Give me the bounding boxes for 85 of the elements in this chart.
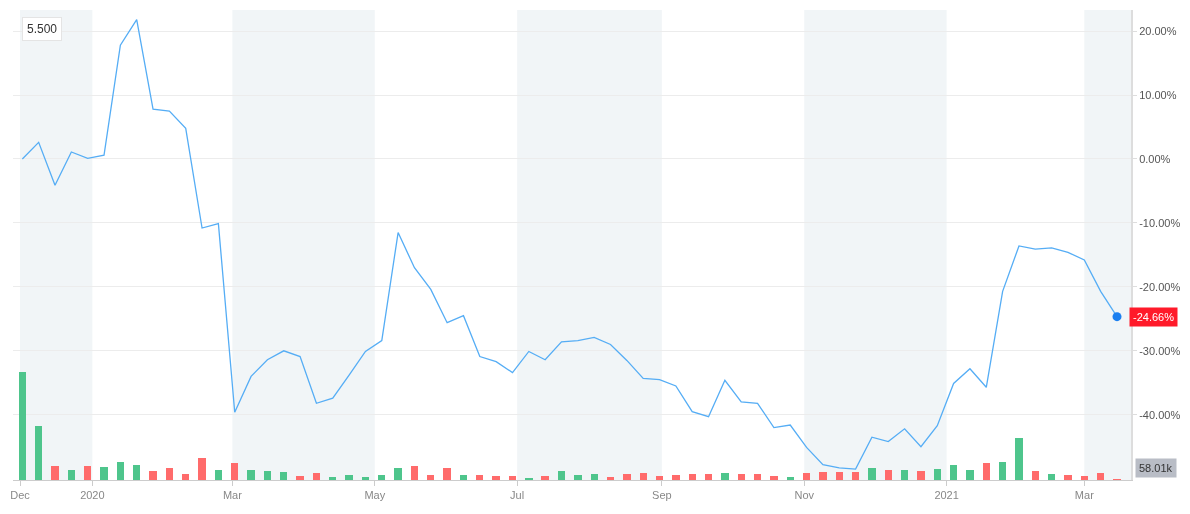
bar xyxy=(950,465,957,480)
bar xyxy=(296,476,304,480)
bar xyxy=(84,466,91,480)
bar xyxy=(836,472,843,480)
bar xyxy=(787,477,794,480)
bar xyxy=(983,463,990,480)
bar xyxy=(901,470,908,480)
x-tick-label: 2020 xyxy=(80,489,105,502)
bar xyxy=(198,458,206,480)
x-tick-label: Sep xyxy=(652,489,672,502)
y-tick-label: 10.00% xyxy=(1139,88,1177,101)
bar xyxy=(541,476,549,480)
bar xyxy=(509,476,516,480)
y-tick-label: -20.00% xyxy=(1139,280,1181,293)
bar xyxy=(492,476,500,480)
bar xyxy=(672,475,680,480)
bar xyxy=(1015,438,1023,480)
bar xyxy=(231,463,238,480)
bar xyxy=(852,472,859,480)
x-tick-label: Nov xyxy=(794,489,815,502)
bar xyxy=(1064,475,1072,480)
bar xyxy=(591,474,598,480)
y-tick-label: 20.00% xyxy=(1139,24,1177,37)
y-tick-label: 0.00% xyxy=(1139,152,1171,165)
bar xyxy=(166,468,173,480)
bar xyxy=(247,470,255,480)
bar xyxy=(770,476,778,480)
bar xyxy=(215,470,222,480)
bar xyxy=(966,470,974,480)
bar xyxy=(705,474,712,480)
x-tick-label: Mar xyxy=(1074,489,1095,502)
bar xyxy=(362,477,369,480)
annotation: -24.66% xyxy=(1133,311,1175,323)
bar xyxy=(656,476,663,480)
bar xyxy=(1097,473,1104,480)
y-tick-label: -10.00% xyxy=(1139,216,1181,229)
bar xyxy=(280,472,287,480)
bar xyxy=(721,473,729,480)
bar xyxy=(264,471,271,480)
bar xyxy=(607,477,614,480)
bar xyxy=(394,468,402,480)
bar xyxy=(411,466,418,480)
text: 58.01k xyxy=(1139,462,1173,474)
bar xyxy=(149,471,157,480)
bar xyxy=(443,468,451,480)
bar xyxy=(345,475,353,480)
x-tick-label: May xyxy=(364,489,386,502)
bar xyxy=(558,471,565,480)
x-tick-label: Mar xyxy=(222,489,243,502)
x-tick-label: 2021 xyxy=(934,489,959,502)
bar xyxy=(427,475,434,480)
bar xyxy=(868,468,876,480)
bar xyxy=(117,462,124,480)
x-tick-label: Jul xyxy=(510,489,525,502)
bar xyxy=(68,470,75,480)
bar xyxy=(51,466,59,480)
bar xyxy=(133,465,140,480)
bar xyxy=(1032,471,1039,480)
bar xyxy=(1048,474,1055,480)
bar xyxy=(640,473,647,480)
bar xyxy=(917,471,925,480)
bar xyxy=(100,467,108,480)
bar xyxy=(819,472,827,480)
bar xyxy=(19,372,26,480)
bar xyxy=(738,474,745,480)
bar xyxy=(182,474,189,480)
bar xyxy=(1081,476,1088,480)
bar xyxy=(460,475,467,480)
annotation: 5.500 xyxy=(27,22,58,36)
bar xyxy=(689,474,696,480)
bar xyxy=(999,462,1006,480)
bar xyxy=(35,426,42,480)
bar xyxy=(803,473,810,480)
bar xyxy=(574,475,582,480)
bar xyxy=(623,474,631,480)
bar xyxy=(378,475,385,480)
bar xyxy=(885,470,892,480)
y-tick-label: -40.00% xyxy=(1139,408,1181,421)
bar xyxy=(313,473,320,480)
bar xyxy=(934,469,941,480)
bar xyxy=(754,474,761,480)
bar xyxy=(476,475,483,480)
bar xyxy=(329,477,336,480)
x-tick-label: Dec xyxy=(10,489,31,502)
y-tick-label: -30.00% xyxy=(1139,344,1181,357)
